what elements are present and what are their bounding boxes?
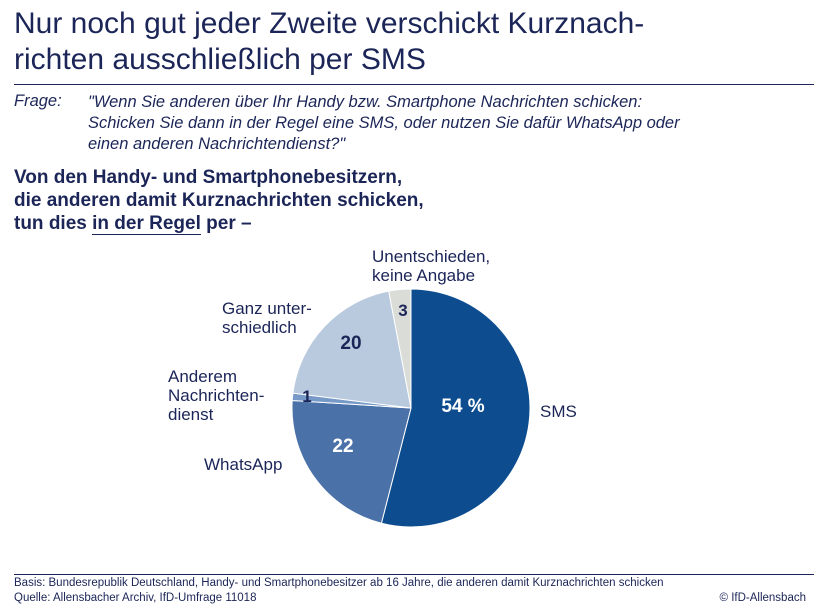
subtitle-emphasis: in der Regel xyxy=(92,213,201,235)
question-label: Frage: xyxy=(14,92,62,110)
subtitle-line: Von den Handy- und Smartphonebesitzern, xyxy=(14,167,403,188)
chart-title: Nur noch gut jeder Zweite verschickt Kur… xyxy=(14,6,814,78)
question-text: "Wenn Sie anderen über Ihr Handy bzw. Sm… xyxy=(88,92,808,155)
question-line: Schicken Sie dann in der Regel eine SMS,… xyxy=(88,114,680,132)
question-line: "Wenn Sie anderen über Ihr Handy bzw. Sm… xyxy=(88,93,643,111)
chart-subtitle: Von den Handy- und Smartphonebesitzern, … xyxy=(14,166,424,235)
footer-source: Quelle: Allensbacher Archiv, IfD-Umfrage… xyxy=(14,592,257,604)
slice-value-label: 1 xyxy=(302,387,311,406)
pie-slice xyxy=(388,288,412,409)
subtitle-text: per – xyxy=(200,213,252,234)
slice-value-label: 22 xyxy=(332,436,353,457)
footer-basis: Basis: Bundesrepublik Deutschland, Handy… xyxy=(14,577,664,589)
slice-category-label: Unentschieden, keine Angabe xyxy=(372,247,490,285)
slice-category-label: WhatsApp xyxy=(204,455,282,474)
subtitle-text: tun dies xyxy=(14,213,93,234)
pie-slice xyxy=(380,288,531,528)
slice-value-label: 54 % xyxy=(441,396,484,417)
footer-copyright: © IfD-Allensbach xyxy=(719,592,806,604)
slice-category-label: SMS xyxy=(540,402,577,421)
title-line: richten ausschließlich per SMS xyxy=(14,43,426,76)
question-line: einen anderen Nachrichtendienst?" xyxy=(88,135,346,153)
title-divider xyxy=(14,84,814,85)
pie-slice xyxy=(291,399,412,524)
subtitle-line: die anderen damit Kurznachrichten schick… xyxy=(14,190,424,211)
footer-divider xyxy=(14,574,814,575)
slice-value-label: 3 xyxy=(398,301,407,320)
slice-category-label: Ganz unter-schiedlich xyxy=(222,299,312,337)
slice-category-label: Anderem Nachrichten-dienst xyxy=(168,367,264,424)
subtitle-line: tun dies in der Regel per – xyxy=(14,212,424,235)
pie-slice xyxy=(292,290,412,409)
slice-value-label: 20 xyxy=(340,333,361,354)
title-line: Nur noch gut jeder Zweite verschickt Kur… xyxy=(14,7,645,40)
